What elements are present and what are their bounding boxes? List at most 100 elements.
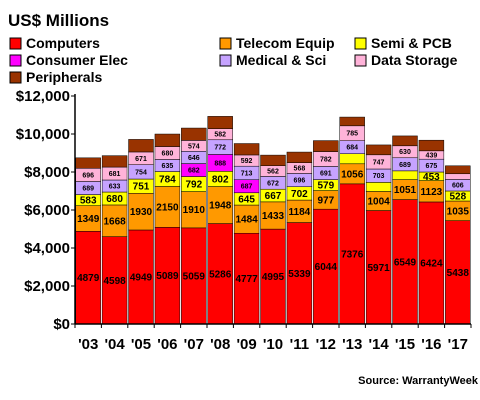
data-labels: 4879 4598 4949 5089 5059 5286 4777 4995 5339 6044… xyxy=(77,131,469,287)
y-tick-label: $2,000 xyxy=(24,278,70,295)
data-label: 696 xyxy=(82,172,94,179)
bar-segment xyxy=(286,151,313,163)
data-label: 7376 xyxy=(341,249,364,260)
data-label: 1184 xyxy=(289,207,311,218)
x-tick-label: '17 xyxy=(448,336,468,353)
legend-swatch xyxy=(9,37,22,50)
bar-segment xyxy=(128,193,154,231)
bar-segment xyxy=(418,139,445,152)
bar-segment xyxy=(181,227,207,325)
data-label: 680 xyxy=(106,194,123,205)
data-label: 635 xyxy=(162,163,174,170)
x-tick-label: '05 xyxy=(131,336,151,353)
data-label: 645 xyxy=(238,194,255,205)
data-label: 702 xyxy=(291,189,308,200)
data-label: 696 xyxy=(294,178,306,185)
legend-label: Computers xyxy=(26,35,100,51)
bar-segment xyxy=(154,227,181,325)
legend-swatch xyxy=(9,54,22,67)
data-label: 528 xyxy=(449,191,466,202)
legend-swatch xyxy=(9,71,22,84)
source-note: Source: WarrantyWeek xyxy=(358,375,479,387)
x-tick-label: '14 xyxy=(368,336,389,353)
bar-segment xyxy=(313,208,339,325)
bar-segment xyxy=(392,135,418,147)
data-label: 5438 xyxy=(447,268,470,279)
data-label: 5286 xyxy=(209,269,232,280)
bar-segment xyxy=(260,154,286,166)
data-label: 802 xyxy=(212,174,229,185)
data-label: 682 xyxy=(188,168,200,175)
x-tick-label: '15 xyxy=(395,336,415,353)
data-label: 5089 xyxy=(156,271,179,282)
data-label: 6044 xyxy=(315,262,338,273)
data-label: 689 xyxy=(399,162,411,169)
data-label: 4949 xyxy=(130,272,153,283)
bar-segment xyxy=(75,205,101,232)
data-label: 684 xyxy=(346,145,358,152)
legend-swatch xyxy=(219,37,232,50)
data-label: 680 xyxy=(162,150,174,157)
bar-segment xyxy=(365,144,392,156)
data-label: 630 xyxy=(399,149,411,156)
data-label: 1004 xyxy=(367,197,390,208)
x-tick-label: '13 xyxy=(342,336,362,353)
data-label: 713 xyxy=(241,170,253,177)
x-tick-label: '09 xyxy=(236,336,256,353)
legend-swatch xyxy=(354,54,367,67)
bar-segment xyxy=(365,182,392,192)
data-label: 646 xyxy=(188,155,200,162)
bar-segment xyxy=(445,220,471,325)
x-tick-label: '12 xyxy=(316,336,336,353)
data-label: 4598 xyxy=(103,276,126,287)
data-label: 6549 xyxy=(394,257,417,268)
bar-segment xyxy=(392,199,418,325)
x-tick-label: '10 xyxy=(263,336,283,353)
y-tick-label: $4,000 xyxy=(24,240,70,257)
data-label: 2150 xyxy=(156,202,179,213)
bar-segment xyxy=(75,231,101,325)
x-tick-label: '08 xyxy=(210,336,230,353)
data-label: 1948 xyxy=(209,201,232,212)
data-label: 1035 xyxy=(447,206,470,217)
data-label: 675 xyxy=(426,163,438,170)
legend-label: Semi & PCB xyxy=(371,35,452,51)
bar-segment xyxy=(365,210,392,325)
y-tick-label: $8,000 xyxy=(24,164,70,181)
data-label: 4777 xyxy=(235,274,258,285)
data-label: 5059 xyxy=(183,271,206,282)
bar-segment xyxy=(233,232,260,325)
y-tick-label: $6,000 xyxy=(24,202,70,219)
x-tick-label: '03 xyxy=(78,336,98,353)
data-label: 667 xyxy=(265,191,282,202)
data-label: 5339 xyxy=(288,269,311,280)
data-label: 751 xyxy=(133,182,150,193)
data-label: 782 xyxy=(320,156,332,163)
data-label: 784 xyxy=(159,175,176,186)
data-label: 439 xyxy=(426,152,438,159)
data-label: 671 xyxy=(135,156,147,163)
bar-segment xyxy=(313,140,339,152)
bar-segment xyxy=(445,173,471,180)
bar-segment xyxy=(154,186,181,228)
bar-segment xyxy=(181,191,207,229)
bar-segment xyxy=(207,116,233,129)
y-axis-tick-labels: $0 $2,000 $4,000 $6,000 $8,000 $10,000 $12,000 xyxy=(16,88,70,333)
data-label: 703 xyxy=(373,173,385,180)
data-label: 672 xyxy=(267,180,279,187)
bar-segment xyxy=(101,155,128,168)
data-label: 574 xyxy=(188,143,200,150)
data-label: 691 xyxy=(320,170,332,177)
data-label: 579 xyxy=(317,181,334,192)
data-label: 888 xyxy=(214,160,226,167)
chart-title: US$ Millions xyxy=(8,11,109,30)
bar-segment xyxy=(207,186,233,224)
data-label: 687 xyxy=(241,184,253,191)
legend-label: Telecom Equip xyxy=(236,35,335,51)
bar-segment xyxy=(207,223,233,325)
data-label: 792 xyxy=(185,180,202,191)
legend-label: Data Storage xyxy=(371,52,458,68)
legend-label: Peripherals xyxy=(26,69,102,85)
y-tick-label: $10,000 xyxy=(16,126,70,143)
